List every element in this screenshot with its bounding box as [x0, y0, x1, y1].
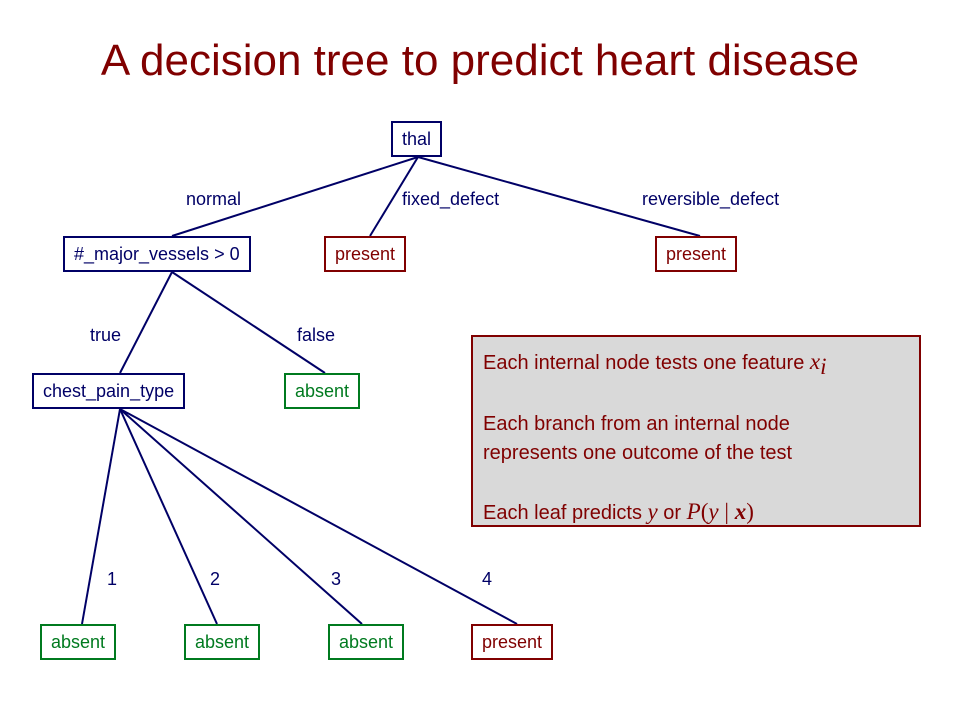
math-bar: | — [718, 499, 735, 524]
math-x-vector: x — [734, 499, 747, 524]
edge-thal-fixed-defect — [369, 156, 419, 237]
edge-label-reversible-defect: reversible_defect — [642, 189, 780, 209]
math-y-given: y — [708, 499, 719, 524]
leaf-thal-reversible-defect: present — [655, 236, 738, 272]
info-line-branch-1: Each branch from an internal node — [483, 413, 790, 435]
edge-chestpain-4 — [119, 408, 518, 625]
edge-label-3: 3 — [331, 569, 342, 589]
slide-title: A decision tree to predict heart disease — [100, 36, 860, 85]
node-chest-pain-type: chest_pain_type — [32, 373, 186, 409]
leaf-chest-pain-2: absent — [184, 624, 261, 660]
edge-label-1: 1 — [107, 569, 118, 589]
edge-vessels-true — [119, 271, 173, 374]
edge-chestpain-2 — [119, 408, 218, 625]
info-line-internal-node: Each internal node tests one feature xi — [483, 347, 909, 381]
edge-chestpain-1 — [81, 408, 121, 625]
info-line-leaf: Each leaf predicts y or P(y | x) — [483, 497, 909, 528]
edge-label-false: false — [297, 325, 336, 345]
edge-thal-reversible-defect — [417, 156, 701, 237]
edge-thal-normal — [171, 156, 419, 237]
math-p: P — [686, 499, 701, 524]
leaf-thal-fixed-defect: present — [324, 236, 407, 272]
info-line-branch-2: represents one outcome of the test — [483, 442, 793, 464]
math-subscript-i: i — [820, 354, 827, 379]
node-major-vessels: #_major_vessels > 0 — [63, 236, 251, 272]
math-open-paren: ( — [700, 499, 709, 524]
leaf-chest-pain-3: absent — [328, 624, 405, 660]
edge-chestpain-3 — [119, 408, 363, 625]
math-x: x — [809, 349, 821, 374]
info-line-1-text: Each internal node tests one feature — [483, 352, 810, 374]
edge-label-fixed-defect: fixed_defect — [402, 189, 500, 209]
edge-label-2: 2 — [210, 569, 221, 589]
node-thal: thal — [391, 121, 443, 157]
leaf-chest-pain-4: present — [471, 624, 554, 660]
info-box: Each internal node tests one feature xi … — [471, 335, 921, 527]
edge-label-normal: normal — [186, 189, 242, 209]
info-line-4-text: Each leaf predicts — [483, 502, 648, 524]
edge-label-true: true — [90, 325, 122, 345]
math-y: y — [647, 499, 658, 524]
edge-label-4: 4 — [482, 569, 493, 589]
leaf-chest-pain-1: absent — [40, 624, 117, 660]
math-close-paren: ) — [746, 499, 754, 524]
info-line-4-or: or — [657, 502, 687, 524]
edge-vessels-false — [171, 271, 326, 374]
leaf-vessels-false: absent — [284, 373, 361, 409]
